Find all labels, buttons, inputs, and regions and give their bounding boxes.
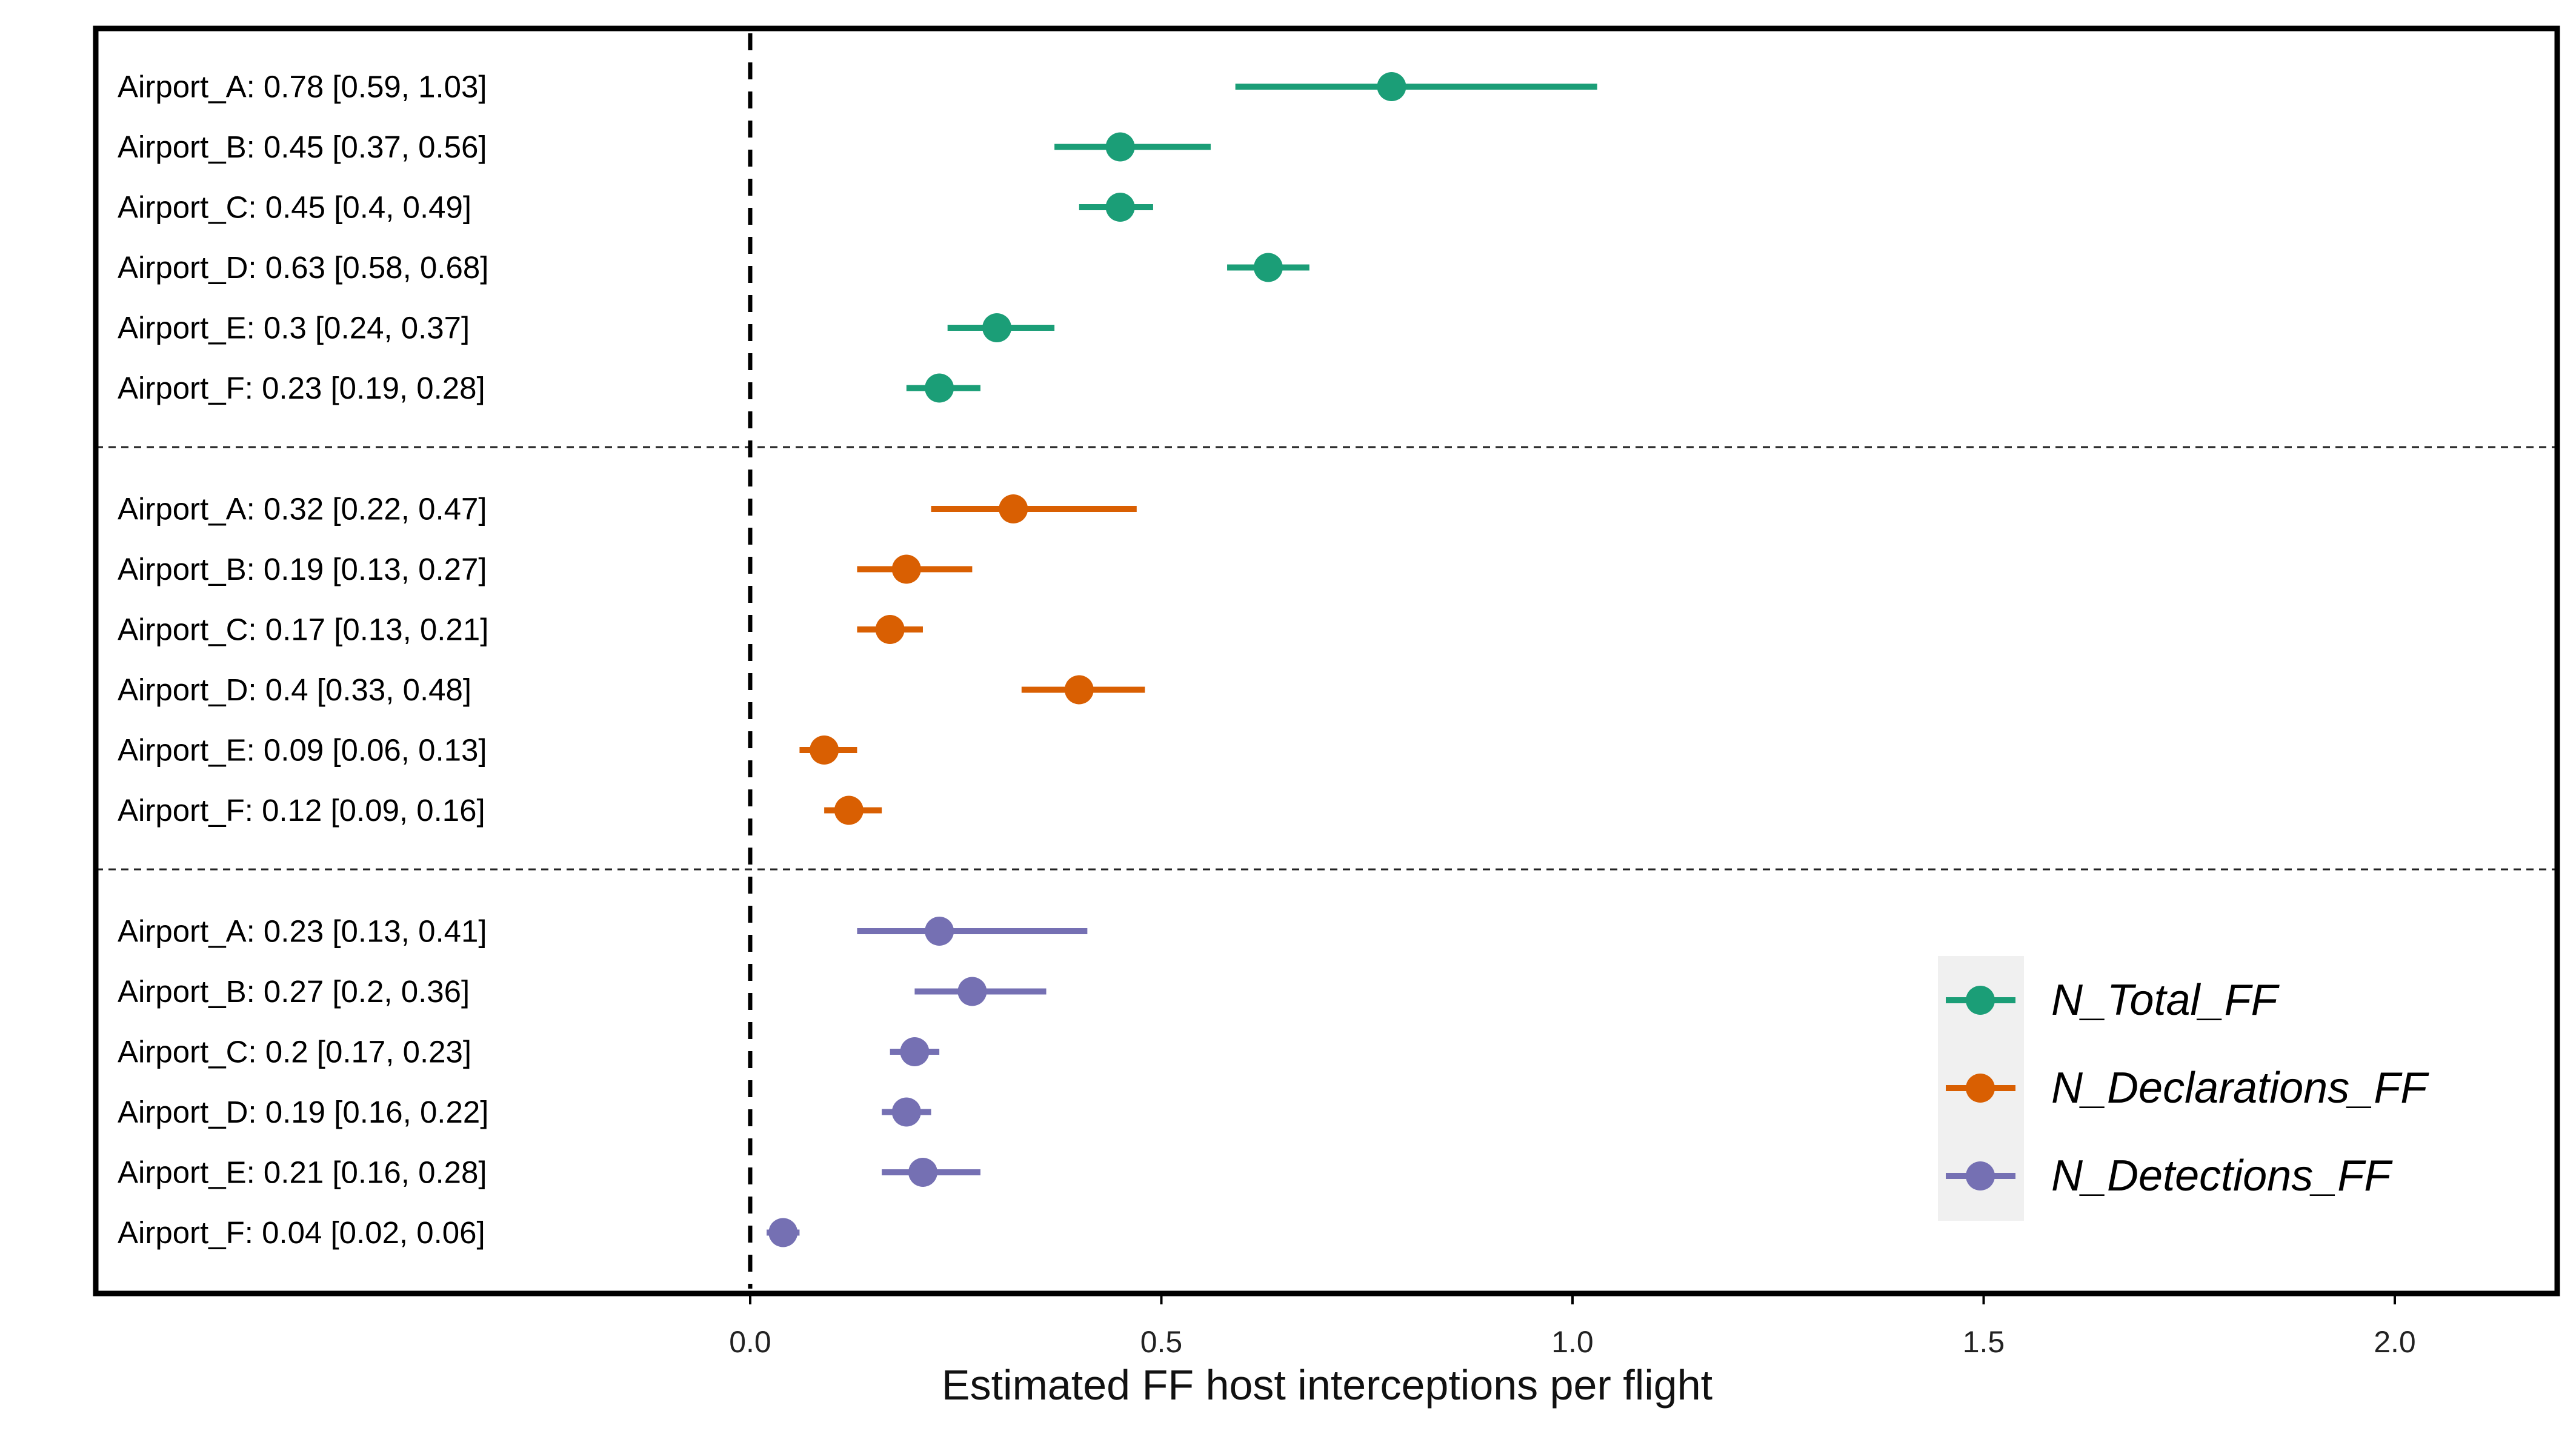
- point-estimate: [768, 1218, 798, 1247]
- data-rows: Airport_A: 0.78 [0.59, 1.03] Airport_B: 0…: [118, 70, 1597, 1250]
- x-tick-label: 0.5: [1140, 1325, 1183, 1359]
- point-estimate: [1105, 132, 1135, 162]
- row-label: Airport_A: 0.32 [0.22, 0.47]: [118, 492, 487, 526]
- row-N_Total_FF-Airport_A: Airport_A: 0.78 [0.59, 1.03]: [118, 70, 1597, 104]
- row-N_Declarations_FF-Airport_C: Airport_C: 0.17 [0.13, 0.21]: [118, 613, 923, 647]
- row-label: Airport_F: 0.23 [0.19, 0.28]: [118, 371, 485, 405]
- row-label: Airport_F: 0.12 [0.09, 0.16]: [118, 793, 485, 828]
- legend-label: N_Detections_FF: [2051, 1152, 2393, 1200]
- point-estimate: [1377, 72, 1406, 101]
- point-estimate: [925, 917, 954, 946]
- row-N_Total_FF-Airport_F: Airport_F: 0.23 [0.19, 0.28]: [118, 371, 980, 405]
- row-N_Detections_FF-Airport_C: Airport_C: 0.2 [0.17, 0.23]: [118, 1035, 940, 1069]
- legend: N_Total_FF N_Declarations_FF N_Detections_…: [1938, 956, 2429, 1221]
- row-N_Detections_FF-Airport_A: Airport_A: 0.23 [0.13, 0.41]: [118, 914, 1088, 949]
- row-label: Airport_E: 0.21 [0.16, 0.28]: [118, 1155, 487, 1190]
- legend-key-point: [1966, 986, 1995, 1015]
- point-estimate: [925, 373, 954, 403]
- point-estimate: [891, 554, 921, 584]
- row-label: Airport_D: 0.4 [0.33, 0.48]: [118, 672, 471, 707]
- row-label: Airport_C: 0.45 [0.4, 0.49]: [118, 190, 471, 225]
- row-N_Declarations_FF-Airport_B: Airport_B: 0.19 [0.13, 0.27]: [118, 552, 973, 586]
- row-label: Airport_A: 0.23 [0.13, 0.41]: [118, 914, 487, 949]
- group-separators: [96, 446, 2557, 871]
- row-label: Airport_E: 0.3 [0.24, 0.37]: [118, 311, 470, 345]
- row-N_Total_FF-Airport_D: Airport_D: 0.63 [0.58, 0.68]: [118, 250, 1310, 285]
- x-tick-label: 2.0: [2374, 1325, 2416, 1359]
- legend-label: N_Total_FF: [2051, 976, 2280, 1024]
- point-estimate: [1064, 675, 1094, 705]
- row-label: Airport_B: 0.19 [0.13, 0.27]: [118, 552, 487, 586]
- x-axis: 0.0 0.5 1.0 1.5 2.0: [96, 1290, 2557, 1359]
- legend-label: N_Declarations_FF: [2051, 1064, 2429, 1112]
- row-label: Airport_D: 0.63 [0.58, 0.68]: [118, 250, 488, 285]
- point-estimate: [1253, 253, 1283, 282]
- point-estimate: [908, 1158, 937, 1187]
- row-label: Airport_F: 0.04 [0.02, 0.06]: [118, 1215, 485, 1250]
- row-label: Airport_C: 0.2 [0.17, 0.23]: [118, 1035, 471, 1069]
- legend-key-point: [1966, 1074, 1995, 1103]
- row-label: Airport_B: 0.27 [0.2, 0.36]: [118, 974, 470, 1009]
- point-estimate: [900, 1037, 930, 1066]
- point-estimate: [1105, 193, 1135, 222]
- point-estimate: [875, 615, 905, 644]
- x-tick-label: 1.5: [1963, 1325, 2005, 1359]
- row-label: Airport_D: 0.19 [0.16, 0.22]: [118, 1095, 488, 1129]
- row-N_Detections_FF-Airport_D: Airport_D: 0.19 [0.16, 0.22]: [118, 1095, 931, 1129]
- row-N_Total_FF-Airport_B: Airport_B: 0.45 [0.37, 0.56]: [118, 130, 1211, 164]
- point-estimate: [834, 795, 864, 825]
- row-N_Declarations_FF-Airport_F: Airport_F: 0.12 [0.09, 0.16]: [118, 793, 882, 828]
- legend-item-N_Detections_FF: N_Detections_FF: [1946, 1152, 2393, 1200]
- point-estimate: [891, 1097, 921, 1127]
- row-label: Airport_C: 0.17 [0.13, 0.21]: [118, 613, 488, 647]
- row-N_Detections_FF-Airport_E: Airport_E: 0.21 [0.16, 0.28]: [118, 1155, 980, 1190]
- legend-item-N_Total_FF: N_Total_FF: [1946, 976, 2280, 1024]
- legend-item-N_Declarations_FF: N_Declarations_FF: [1946, 1064, 2429, 1112]
- row-N_Total_FF-Airport_C: Airport_C: 0.45 [0.4, 0.49]: [118, 190, 1153, 225]
- row-N_Total_FF-Airport_E: Airport_E: 0.3 [0.24, 0.37]: [118, 311, 1055, 345]
- point-estimate: [999, 494, 1028, 523]
- row-label: Airport_A: 0.78 [0.59, 1.03]: [118, 70, 487, 104]
- row-N_Declarations_FF-Airport_A: Airport_A: 0.32 [0.22, 0.47]: [118, 492, 1137, 526]
- row-N_Declarations_FF-Airport_D: Airport_D: 0.4 [0.33, 0.48]: [118, 672, 1145, 707]
- legend-key-point: [1966, 1161, 1995, 1190]
- x-tick-label: 1.0: [1551, 1325, 1594, 1359]
- x-axis-title: Estimated FF host interceptions per flig…: [942, 1361, 1712, 1409]
- point-estimate: [982, 313, 1012, 342]
- row-label: Airport_B: 0.45 [0.37, 0.56]: [118, 130, 487, 164]
- point-estimate: [957, 977, 987, 1006]
- row-label: Airport_E: 0.09 [0.06, 0.13]: [118, 733, 487, 768]
- row-N_Detections_FF-Airport_F: Airport_F: 0.04 [0.02, 0.06]: [118, 1215, 800, 1250]
- row-N_Declarations_FF-Airport_E: Airport_E: 0.09 [0.06, 0.13]: [118, 733, 857, 768]
- row-N_Detections_FF-Airport_B: Airport_B: 0.27 [0.2, 0.36]: [118, 974, 1047, 1009]
- x-tick-label: 0.0: [729, 1325, 771, 1359]
- point-estimate: [810, 735, 839, 765]
